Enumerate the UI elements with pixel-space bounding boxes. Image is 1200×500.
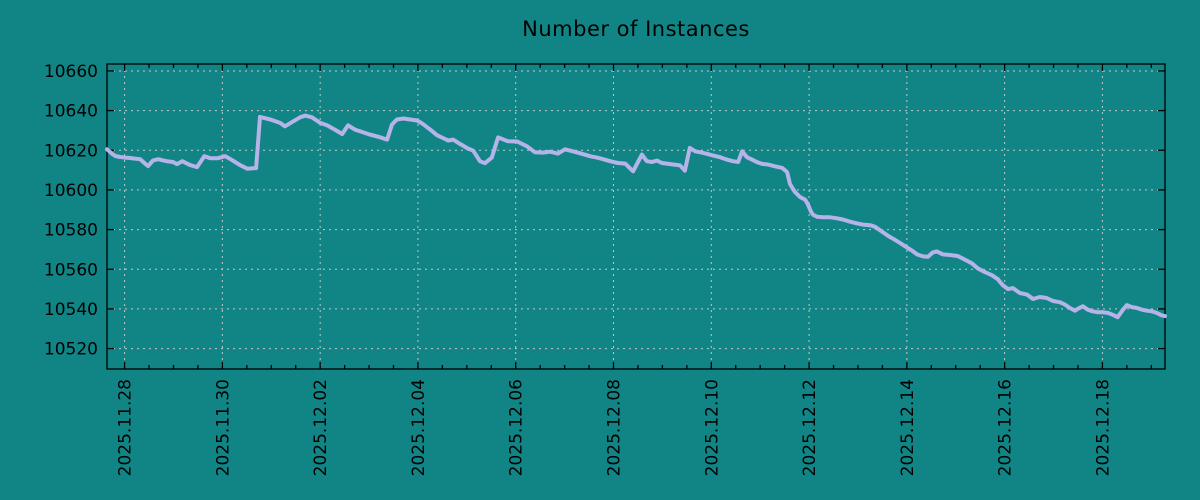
x-tick-label: 2025.12.08 bbox=[605, 379, 625, 476]
y-tick-label: 10540 bbox=[44, 300, 98, 320]
x-tick-label: 2025.12.16 bbox=[996, 379, 1016, 476]
x-tick-label: 2025.12.12 bbox=[800, 379, 820, 476]
x-tick-label: 2025.11.30 bbox=[213, 379, 233, 476]
series-line-instances bbox=[105, 113, 1167, 320]
y-tick-label: 10600 bbox=[44, 181, 98, 201]
x-tick-label: 2025.12.10 bbox=[702, 379, 722, 476]
x-tick-label: 2025.12.14 bbox=[898, 379, 918, 476]
x-tick-label: 2025.12.18 bbox=[1093, 379, 1113, 476]
y-tick-label: 10520 bbox=[44, 340, 98, 360]
y-tick-label: 10620 bbox=[44, 141, 98, 161]
chart-title: Number of Instances bbox=[522, 17, 750, 41]
y-tick-label: 10560 bbox=[44, 260, 98, 280]
y-tick-label: 10660 bbox=[44, 62, 98, 82]
x-tick-label: 2025.12.06 bbox=[507, 379, 527, 476]
x-tick-label: 2025.12.04 bbox=[409, 379, 429, 476]
y-tick-label: 10640 bbox=[44, 102, 98, 122]
plot-frame bbox=[106, 63, 1166, 370]
x-tick-label: 2025.11.28 bbox=[116, 379, 136, 476]
x-tick-label: 2025.12.02 bbox=[311, 379, 331, 476]
y-tick-label: 10580 bbox=[44, 221, 98, 241]
